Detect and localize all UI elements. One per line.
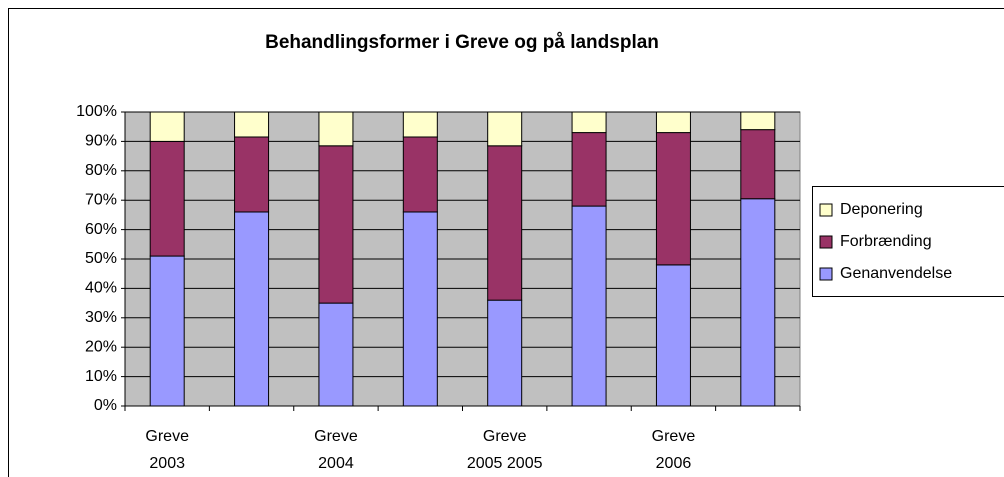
chart-title: Behandlingsformer i Greve og på landspla… [265,32,659,53]
bar-segment [402,111,438,138]
y-tick-label: 10% [85,368,117,385]
legend-swatch [819,203,833,217]
bar-segment [149,255,185,407]
y-tick-label: 50% [85,250,117,267]
bar-segment [234,111,270,138]
bar-segment [318,145,354,304]
bar-segment [571,205,607,407]
y-tick-label: 100% [76,103,117,120]
legend-box [812,186,1004,297]
bar-segment [571,132,607,207]
bar-segment [740,198,776,407]
bar-segment [234,136,270,213]
bar-segment [234,211,270,407]
y-tick-label: 70% [85,191,117,208]
legend-label: Forbrænding [840,233,932,250]
bar-segment [318,302,354,407]
legend-swatch [819,267,833,281]
bar-segment [402,211,438,407]
bar-segment [149,111,185,142]
legend-label: Genanvendelse [840,265,952,282]
y-tick-label: 90% [85,133,117,150]
bar-segment [402,136,438,213]
y-tick-label: 0% [94,397,117,414]
x-tick-label: Greve 2003 [145,428,189,472]
y-tick-label: 30% [85,309,117,326]
legend-label: Deponering [840,201,923,218]
bar-segment [487,145,523,301]
bar-segment [487,111,523,147]
bar-segment [655,264,691,407]
bar-segment [740,129,776,200]
y-tick-label: 40% [85,280,117,297]
x-tick-label: Greve 2005 2005 [466,428,543,472]
bar-segment [318,111,354,147]
x-tick-label: Greve 2004 [314,428,358,472]
bar-segment [655,111,691,134]
legend-swatch [819,235,833,249]
y-tick-label: 80% [85,162,117,179]
bar-segment [149,140,185,257]
y-tick-label: 60% [85,221,117,238]
bar-segment [571,111,607,134]
bar-segment [740,111,776,131]
bar-segment [487,299,523,407]
bar-segment [655,132,691,266]
x-tick-label: Greve 2006 [651,428,696,472]
y-tick-label: 20% [85,338,117,355]
